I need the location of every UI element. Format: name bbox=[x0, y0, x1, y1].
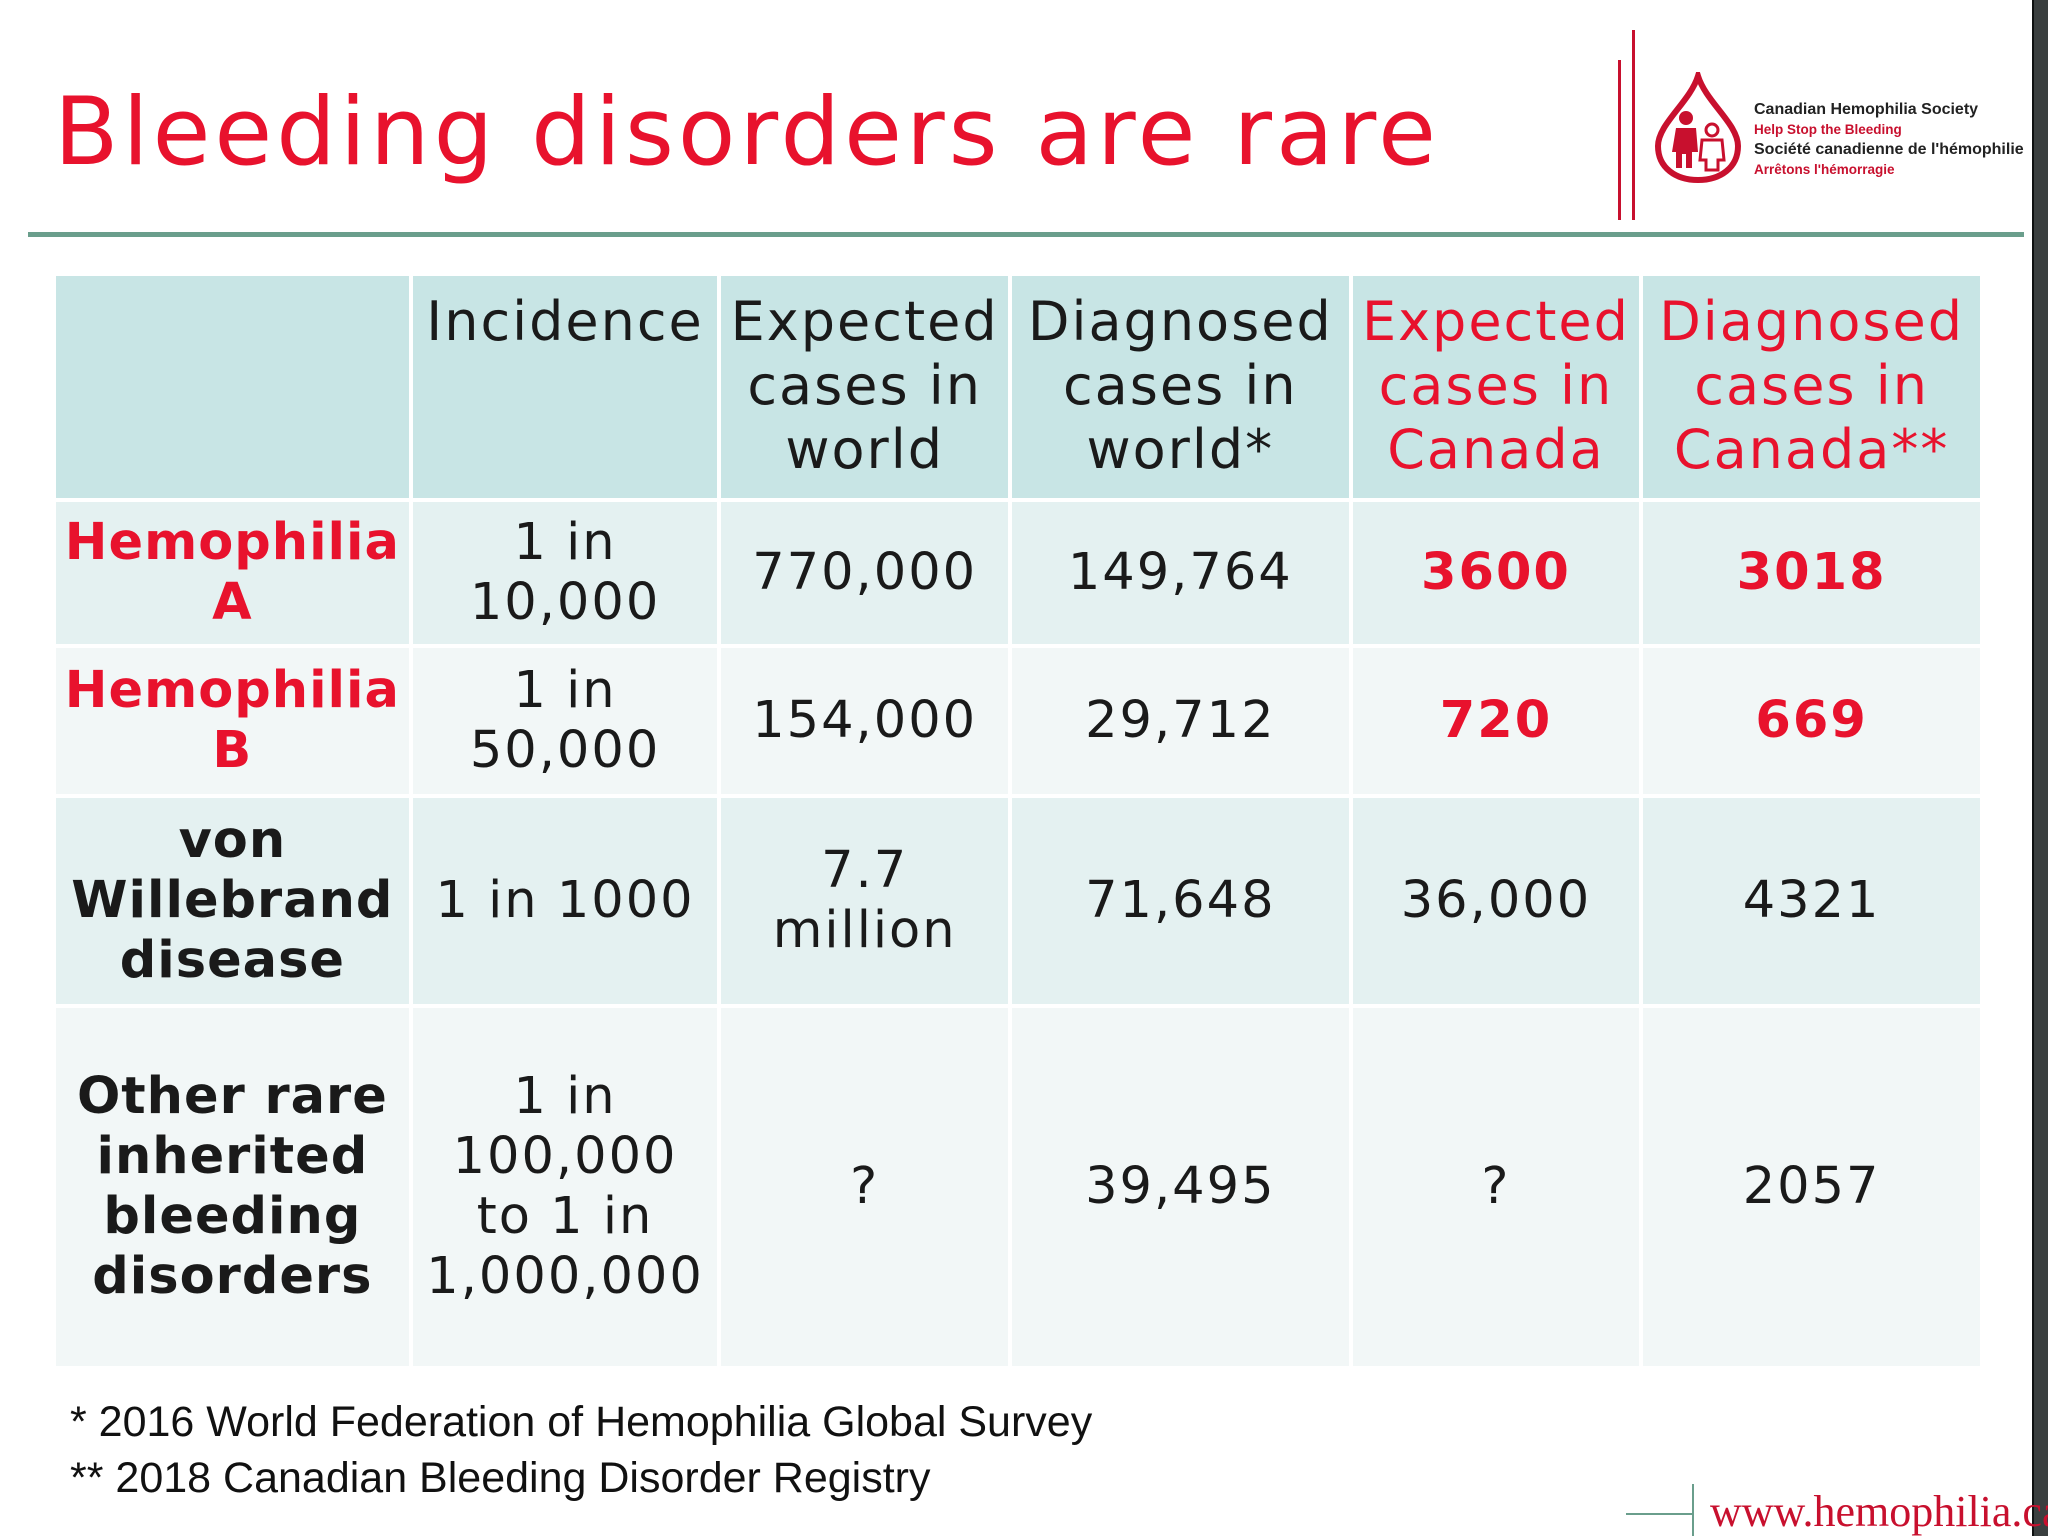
cell-diagnosed-world: 39,495 bbox=[1011, 1008, 1349, 1366]
header-incidence: Incidence bbox=[412, 276, 718, 498]
header-diagnosed-canada: Diagnosed cases in Canada** bbox=[1643, 276, 1980, 498]
cell-expected-canada: 720 bbox=[1352, 648, 1640, 794]
header-expected-world: Expected cases in world bbox=[721, 276, 1008, 498]
cell-expected-canada: ? bbox=[1352, 1008, 1640, 1366]
incidence-table: Incidence Expected cases in world Diagno… bbox=[52, 272, 1984, 1370]
url-bracket-line-vertical bbox=[1692, 1484, 1694, 1536]
logo-slogan: Help Stop the Bleeding bbox=[1754, 122, 1902, 137]
header-expected-canada: Expected cases in Canada bbox=[1352, 276, 1640, 498]
table-row: Hemophilia A 1 in 10,000 770,000 149,764… bbox=[56, 502, 1980, 644]
website-link[interactable]: www.hemophilia.ca bbox=[1710, 1487, 2048, 1536]
cell-diagnosed-canada: 2057 bbox=[1643, 1008, 1980, 1366]
logo-org-name: Canadian Hemophilia Society bbox=[1754, 101, 1979, 118]
cell-expected-world: 154,000 bbox=[721, 648, 1008, 794]
header-blank bbox=[56, 276, 409, 498]
row-label: Hemophilia A bbox=[56, 502, 409, 644]
footnote-world-survey: * 2016 World Federation of Hemophilia Gl… bbox=[70, 1398, 1093, 1446]
header-diagnosed-world: Diagnosed cases in world* bbox=[1011, 276, 1349, 498]
logo-text: Canadian Hemophilia Society Help Stop th… bbox=[1754, 100, 2024, 180]
row-label: Other rare inherited bleeding disorders bbox=[56, 1008, 409, 1366]
logo-org-name-fr: Société canadienne de l'hémophilie bbox=[1754, 141, 2024, 158]
cell-diagnosed-canada: 3018 bbox=[1643, 502, 1980, 644]
title-divider bbox=[28, 232, 2024, 237]
footnote-canadian-registry: ** 2018 Canadian Bleeding Disorder Regis… bbox=[70, 1454, 931, 1502]
footnotes: * 2016 World Federation of Hemophilia Gl… bbox=[70, 1394, 1092, 1506]
cell-incidence: 1 in 100,000 to 1 in 1,000,000 bbox=[412, 1008, 718, 1366]
cell-expected-world: ? bbox=[721, 1008, 1008, 1366]
logo-divider-lines bbox=[1618, 30, 1636, 220]
row-label: Hemophilia B bbox=[56, 648, 409, 794]
table-row: Hemophilia B 1 in 50,000 154,000 29,712 … bbox=[56, 648, 1980, 794]
blood-drop-family-icon bbox=[1654, 72, 1742, 184]
cell-expected-canada: 3600 bbox=[1352, 502, 1640, 644]
cell-incidence: 1 in 10,000 bbox=[412, 502, 718, 644]
cell-diagnosed-world: 71,648 bbox=[1011, 798, 1349, 1004]
cell-diagnosed-world: 149,764 bbox=[1011, 502, 1349, 644]
table-row: Other rare inherited bleeding disorders … bbox=[56, 1008, 1980, 1366]
cell-incidence: 1 in 1000 bbox=[412, 798, 718, 1004]
table-header-row: Incidence Expected cases in world Diagno… bbox=[56, 276, 1980, 498]
cell-expected-world: 7.7 million bbox=[721, 798, 1008, 1004]
table-row: von Willebrand disease 1 in 1000 7.7 mil… bbox=[56, 798, 1980, 1004]
cell-diagnosed-canada: 669 bbox=[1643, 648, 1980, 794]
cell-expected-canada: 36,000 bbox=[1352, 798, 1640, 1004]
cell-expected-world: 770,000 bbox=[721, 502, 1008, 644]
window-edge bbox=[2032, 0, 2048, 1536]
url-bracket-line bbox=[1626, 1513, 1694, 1515]
cell-diagnosed-world: 29,712 bbox=[1011, 648, 1349, 794]
row-label: von Willebrand disease bbox=[56, 798, 409, 1004]
logo-slogan-fr: Arrêtons l'hémorragie bbox=[1754, 162, 1895, 177]
cell-diagnosed-canada: 4321 bbox=[1643, 798, 1980, 1004]
slide-title: Bleeding disorders are rare bbox=[54, 78, 1440, 187]
cell-incidence: 1 in 50,000 bbox=[412, 648, 718, 794]
